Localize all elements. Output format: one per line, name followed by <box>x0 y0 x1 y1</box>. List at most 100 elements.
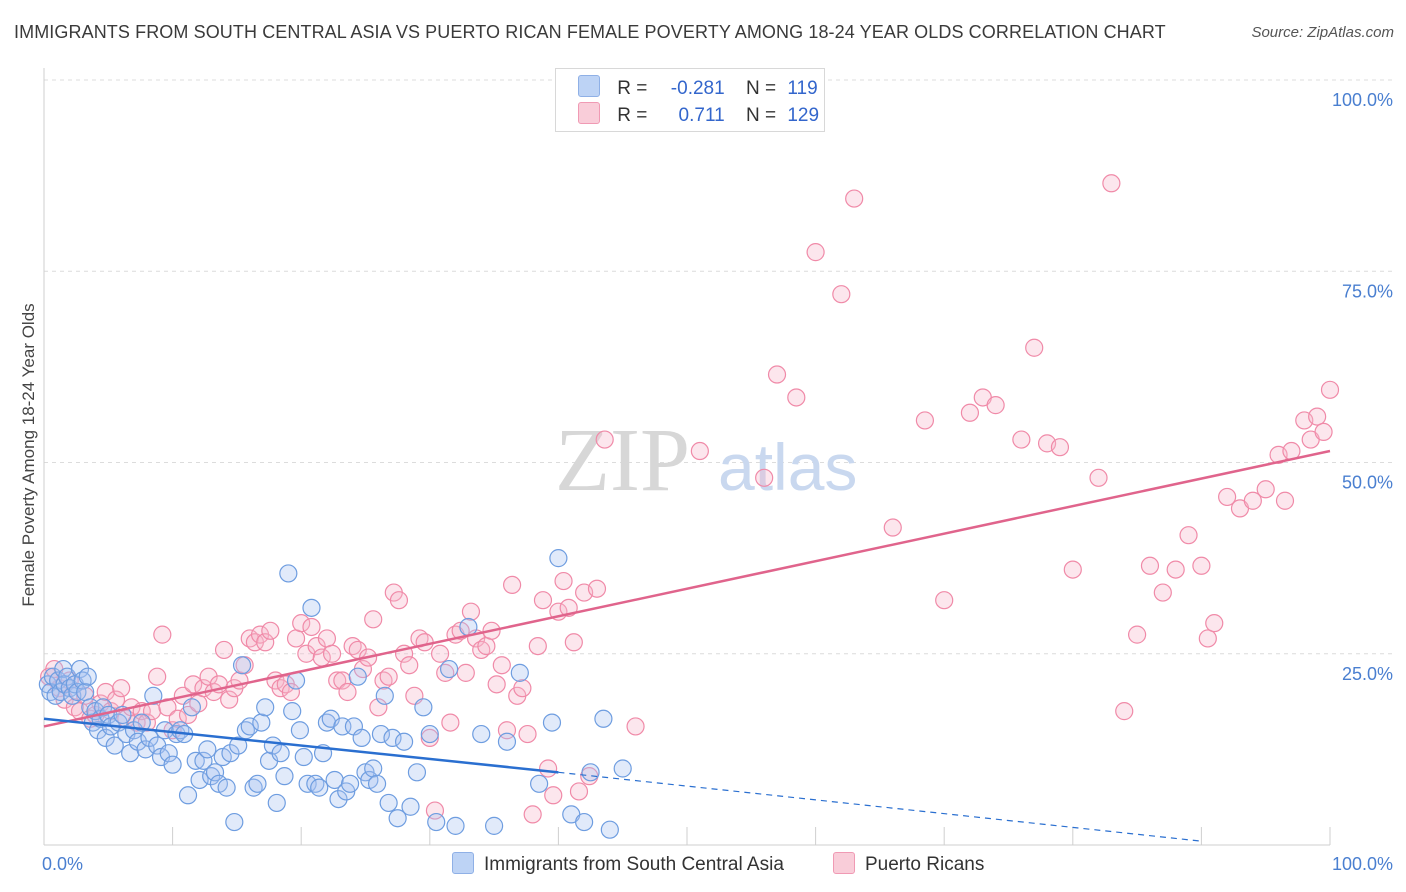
data-point-puerto-ricans <box>1218 487 1237 507</box>
data-point-south-central-asia <box>581 763 600 782</box>
legend-n-label: N = <box>745 105 777 126</box>
data-point-south-central-asia <box>549 549 568 568</box>
data-point-south-central-asia <box>459 617 478 637</box>
data-point-south-central-asia <box>407 763 427 782</box>
data-point-puerto-ricans <box>1050 438 1070 457</box>
data-point-puerto-ricans <box>286 629 306 648</box>
data-point-puerto-ricans <box>1205 614 1224 633</box>
data-point-puerto-ricans <box>369 698 388 717</box>
data-point-puerto-ricans <box>1127 625 1147 644</box>
data-point-puerto-ricans <box>787 388 806 407</box>
data-point-puerto-ricans <box>400 656 419 675</box>
data-point-puerto-ricans <box>379 667 398 686</box>
data-point-south-central-asia <box>364 759 383 778</box>
correlation-legend: R = -0.281 N = 119 R = 0.711 N = 129 <box>555 68 825 132</box>
data-point-south-central-asia <box>340 774 360 793</box>
data-point-south-central-asia <box>294 747 313 767</box>
legend-r-label: R = <box>617 78 648 99</box>
legend-n-value: 119 <box>787 78 818 99</box>
data-point-puerto-ricans <box>587 579 607 598</box>
data-point-puerto-ricans <box>261 621 280 640</box>
data-point-south-central-asia <box>205 763 225 782</box>
data-point-puerto-ricans <box>1192 556 1211 575</box>
legend-swatch-blue <box>452 852 474 874</box>
y-axis-label: Female Poverty Among 18-24 Year Olds <box>19 303 38 606</box>
data-point-puerto-ricans <box>333 671 352 690</box>
legend-row-pink: R = 0.711 N = 129 <box>578 102 819 126</box>
data-point-puerto-ricans <box>415 633 434 652</box>
chart-title: IMMIGRANTS FROM SOUTH CENTRAL ASIA VS PU… <box>14 22 1166 42</box>
legend-swatch-pink <box>578 102 600 124</box>
data-point-south-central-asia <box>159 744 178 763</box>
data-point-puerto-ricans <box>960 403 980 422</box>
data-point-puerto-ricans <box>420 728 439 748</box>
data-point-south-central-asia <box>530 774 549 793</box>
data-point-puerto-ricans <box>477 636 496 656</box>
data-point-south-central-asia <box>190 770 209 790</box>
data-point-puerto-ricans <box>533 591 553 610</box>
data-point-puerto-ricans <box>503 575 522 595</box>
x-tick-label: 0.0% <box>42 854 83 874</box>
data-point-puerto-ricans <box>518 724 537 744</box>
data-point-puerto-ricans <box>1012 430 1031 449</box>
data-point-south-central-asia <box>68 682 87 702</box>
data-point-puerto-ricans <box>554 571 573 591</box>
chart-source: Source: ZipAtlas.com <box>1251 24 1394 41</box>
watermark-atlas: atlas <box>718 430 857 504</box>
y-tick-label: 75.0% <box>1342 281 1393 301</box>
legend-r-label: R = <box>617 105 648 126</box>
data-point-puerto-ricans <box>328 671 347 690</box>
data-point-puerto-ricans <box>214 640 234 660</box>
data-point-south-central-asia <box>348 667 367 686</box>
legend-row-blue: R = -0.281 N = 119 <box>578 75 818 99</box>
data-point-puerto-ricans <box>148 667 167 686</box>
data-point-puerto-ricans <box>935 591 954 610</box>
watermark-zip: ZIP <box>555 411 690 510</box>
data-point-south-central-asia <box>240 717 259 736</box>
data-point-puerto-ricans <box>1140 556 1160 575</box>
data-point-puerto-ricans <box>1179 526 1198 545</box>
data-point-puerto-ricans <box>1102 174 1121 193</box>
data-point-puerto-ricans <box>915 411 935 430</box>
data-point-south-central-asia <box>371 724 391 744</box>
data-point-puerto-ricans <box>1153 583 1172 602</box>
trend-line-extension-south-central-asia <box>558 771 1202 842</box>
legend-item-puerto-ricans: Puerto Ricans <box>833 852 984 876</box>
data-point-puerto-ricans <box>389 591 409 610</box>
data-point-puerto-ricans <box>755 468 774 487</box>
data-point-puerto-ricans <box>883 518 902 537</box>
data-point-south-central-asia <box>267 793 286 813</box>
data-point-south-central-asia <box>283 702 302 721</box>
data-point-puerto-ricans <box>1256 480 1275 499</box>
data-point-puerto-ricans <box>487 675 506 694</box>
data-point-puerto-ricans <box>184 675 203 694</box>
watermark: ZIP atlas <box>555 411 857 510</box>
data-point-puerto-ricans <box>1308 407 1327 426</box>
data-point-south-central-asia <box>414 698 433 717</box>
data-point-south-central-asia <box>401 797 420 816</box>
data-point-south-central-asia <box>600 820 619 839</box>
data-point-puerto-ricans <box>767 365 787 384</box>
data-point-puerto-ricans <box>456 663 475 682</box>
data-point-puerto-ricans <box>528 636 547 656</box>
data-point-south-central-asia <box>271 744 290 763</box>
data-point-south-central-asia <box>298 774 317 793</box>
data-point-puerto-ricans <box>1198 629 1217 648</box>
data-point-puerto-ricans <box>986 396 1005 415</box>
data-point-south-central-asia <box>78 667 97 686</box>
data-point-south-central-asia <box>252 713 271 732</box>
data-point-south-central-asia <box>383 728 402 748</box>
data-point-south-central-asia <box>302 598 321 617</box>
data-point-south-central-asia <box>232 656 252 675</box>
data-point-south-central-asia <box>275 767 294 786</box>
data-point-puerto-ricans <box>322 644 342 663</box>
data-point-puerto-ricans <box>832 285 851 304</box>
data-point-south-central-asia <box>198 740 217 759</box>
data-point-puerto-ricans <box>96 682 115 702</box>
data-point-puerto-ricans <box>1089 468 1108 487</box>
legend-r-value: 0.711 <box>678 105 725 126</box>
data-point-south-central-asia <box>70 659 90 679</box>
data-point-puerto-ricans <box>256 633 275 652</box>
data-point-puerto-ricans <box>1320 380 1340 399</box>
y-tick-label: 50.0% <box>1342 473 1393 493</box>
